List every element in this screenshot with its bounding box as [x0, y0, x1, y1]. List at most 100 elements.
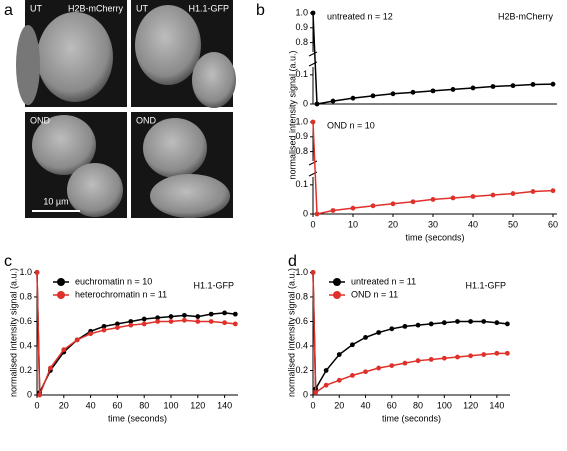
data-point: [168, 314, 174, 319]
data-point: [363, 335, 368, 340]
panel-label: c: [4, 253, 12, 270]
y-axis-label: normalised intensity signal (a.u.): [8, 268, 18, 397]
annotation: H2B-mCherry: [498, 11, 554, 21]
data-point: [48, 365, 53, 371]
legend-label: heterochromatin n = 11: [75, 289, 167, 299]
data-point: [101, 327, 107, 333]
data-point: [441, 355, 447, 361]
data-point: [455, 354, 460, 360]
x-axis-label: time (seconds): [108, 413, 167, 423]
data-point: [390, 201, 396, 207]
x-tick-label: 30: [428, 219, 438, 229]
data-point: [182, 312, 187, 318]
data-point: [313, 390, 319, 395]
y-tick-label: 0.1: [295, 179, 308, 189]
x-tick-label: 120: [463, 400, 478, 410]
data-point: [504, 321, 510, 327]
data-point: [470, 85, 476, 91]
image-label: OND: [136, 115, 157, 125]
data-point: [310, 10, 316, 16]
data-point: [504, 350, 510, 356]
data-point: [494, 350, 500, 356]
data-point: [323, 382, 329, 388]
annotation: H1.1-GFP: [465, 280, 506, 290]
x-tick-label: 20: [388, 219, 398, 229]
data-point: [455, 319, 460, 324]
y-tick-label: 0.8: [295, 291, 308, 301]
y-tick-label: 0.8: [295, 37, 308, 47]
data-point: [550, 81, 556, 87]
y-tick-label: 0: [27, 389, 32, 399]
y-tick-label: 0.8: [295, 146, 308, 156]
data-point: [510, 83, 516, 89]
x-tick-label: 60: [112, 400, 122, 410]
scale-bar-label: 10 µm: [43, 196, 68, 206]
data-point: [490, 84, 496, 89]
data-point: [389, 363, 395, 368]
data-point: [490, 192, 496, 198]
series-line: [312, 12, 554, 105]
series-label: untreated n = 12: [327, 11, 393, 21]
data-point: [370, 203, 376, 209]
x-tick-label: 0: [34, 400, 39, 410]
data-point: [195, 319, 201, 324]
data-point: [410, 199, 416, 205]
data-point: [101, 323, 107, 329]
data-point: [182, 317, 187, 323]
image-label: OND: [30, 115, 51, 125]
data-point: [195, 314, 201, 319]
x-tick-label: 20: [334, 400, 344, 410]
data-point: [350, 342, 355, 348]
x-tick-label: 50: [508, 219, 518, 229]
data-point: [232, 321, 238, 327]
data-point: [74, 337, 80, 343]
y-tick-label: 1.0: [295, 116, 308, 126]
data-point: [510, 191, 516, 196]
y-tick-label: 0.2: [295, 365, 308, 375]
legend-swatch: [333, 278, 341, 286]
y-tick-label: 0.1: [295, 69, 308, 79]
y-tick-label: 1.0: [19, 267, 32, 277]
data-point: [208, 311, 214, 317]
data-point: [208, 319, 214, 324]
x-tick-label: 40: [361, 400, 371, 410]
data-point: [350, 95, 356, 101]
y-tick-label: 0: [303, 208, 308, 218]
nucleus: [37, 12, 113, 102]
legend-swatch: [333, 291, 341, 299]
series-label: OND n = 10: [327, 120, 375, 130]
y-tick-label: 0: [303, 389, 308, 399]
data-point: [390, 91, 396, 97]
data-point: [115, 325, 120, 330]
y-tick-label: 0.9: [295, 131, 308, 141]
x-tick-label: 10: [348, 219, 358, 229]
data-point: [336, 377, 342, 383]
data-point: [468, 353, 473, 359]
data-point: [428, 357, 434, 362]
data-point: [61, 347, 67, 353]
nucleus: [143, 118, 207, 178]
data-point: [37, 392, 43, 398]
data-point: [314, 211, 320, 217]
x-tick-label: 40: [86, 400, 96, 410]
data-point: [470, 194, 476, 199]
data-point: [310, 270, 316, 275]
nucleus: [192, 52, 236, 108]
data-point: [428, 321, 434, 327]
x-tick-label: 0: [310, 219, 315, 229]
data-point: [481, 319, 487, 324]
data-point: [88, 331, 93, 337]
data-point: [336, 352, 342, 357]
data-point: [363, 369, 368, 375]
x-axis-label: time (seconds): [405, 232, 464, 242]
data-point: [430, 197, 436, 202]
y-tick-label: 0.8: [19, 291, 32, 301]
data-point: [314, 101, 320, 107]
data-point: [430, 88, 436, 94]
data-point: [350, 372, 355, 378]
data-point: [370, 93, 376, 99]
x-tick-label: 60: [548, 219, 558, 229]
data-point: [310, 119, 316, 125]
y-tick-label: 0.6: [295, 316, 308, 326]
